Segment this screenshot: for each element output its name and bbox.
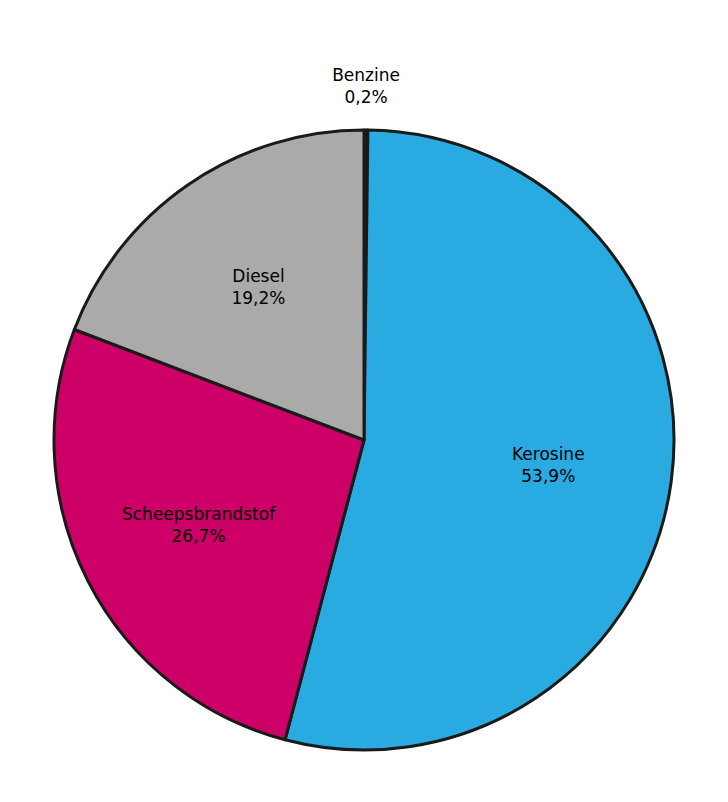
- slice-name: Diesel: [232, 266, 284, 286]
- labels: Benzine0,2% Kerosine53,9% Scheepsbrandstof…: [122, 65, 585, 546]
- pie: [54, 130, 674, 750]
- pie-slice: [74, 130, 364, 440]
- chart: Benzine0,2% Kerosine53,9% Scheepsbrandstof…: [0, 0, 728, 802]
- slice-name: Benzine: [332, 65, 400, 85]
- slice-name: Kerosine: [512, 444, 585, 464]
- data-label: 0,2%: [344, 87, 387, 107]
- data-label: 53,9%: [521, 466, 575, 486]
- slice-name: Scheepsbrandstof: [122, 504, 276, 524]
- data-label: 19,2%: [231, 288, 285, 308]
- data-label: 26,7%: [172, 526, 226, 546]
